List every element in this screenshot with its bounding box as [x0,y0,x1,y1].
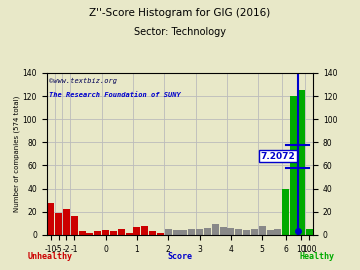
Bar [196,229,203,235]
Bar [126,232,132,235]
Bar [94,231,101,235]
Text: Unhealthy: Unhealthy [28,252,73,261]
Bar [86,232,93,235]
Text: 7.2072: 7.2072 [260,152,295,161]
Bar [259,226,266,235]
Bar [141,226,148,235]
Bar [110,231,117,235]
Bar [188,229,195,235]
Bar [172,230,180,235]
Bar [71,216,78,235]
Bar [102,230,109,235]
Bar [306,229,313,235]
Bar [274,229,282,235]
Bar [47,202,54,235]
Bar [235,229,242,235]
Text: Sector: Technology: Sector: Technology [134,27,226,37]
Bar [165,229,172,235]
Bar [118,229,125,235]
Bar [298,90,305,235]
Bar [78,231,86,235]
Text: The Research Foundation of SUNY: The Research Foundation of SUNY [49,92,181,98]
Bar [55,213,62,235]
Bar [212,224,219,235]
Bar [204,228,211,235]
Bar [228,228,234,235]
Bar [180,230,188,235]
Bar [133,227,140,235]
Text: Z''-Score Histogram for GIG (2016): Z''-Score Histogram for GIG (2016) [89,8,271,18]
Text: Score: Score [167,252,193,261]
Bar [157,232,164,235]
Text: Healthy: Healthy [299,252,334,261]
Bar [220,227,227,235]
Text: ©www.textbiz.org: ©www.textbiz.org [49,78,117,84]
Bar [63,210,70,235]
Bar [266,230,274,235]
Y-axis label: Number of companies (574 total): Number of companies (574 total) [13,96,20,212]
Bar [251,229,258,235]
Bar [149,231,156,235]
Bar [282,189,289,235]
Bar [243,230,250,235]
Bar [290,96,297,235]
